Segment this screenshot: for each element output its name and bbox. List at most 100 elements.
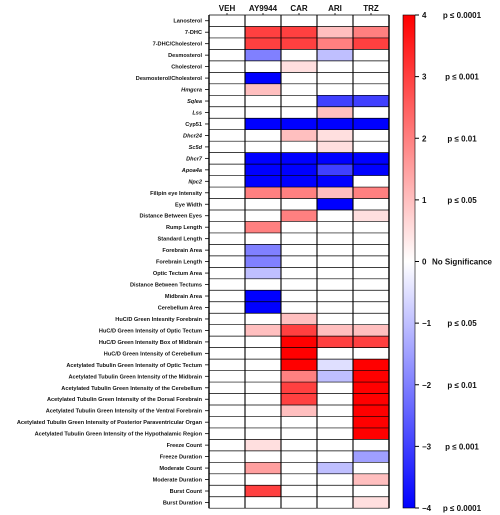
heatmap-cell — [245, 95, 281, 107]
heatmap-cell — [281, 301, 317, 314]
heatmap-cell — [209, 118, 245, 130]
row-label: Acetylated Tubulin Green Intensity of Op… — [66, 363, 202, 369]
row-label: Distance Between Tectums — [130, 283, 202, 289]
heatmap-cell — [209, 290, 245, 302]
heatmap-cell — [245, 439, 281, 451]
heatmap-cell — [245, 83, 281, 96]
heatmap-cell — [353, 382, 389, 394]
heatmap-cell — [281, 324, 317, 337]
row-label: HuC/D Green Intesnity Forebrain — [115, 317, 202, 323]
row-label: Acetylated Tubulin Green Intensity of Po… — [17, 420, 203, 426]
heatmap-cell — [353, 118, 389, 130]
heatmap-cell — [353, 439, 389, 451]
heatmap-cell — [281, 404, 317, 417]
colorbar-ticks: 4 3 2 1 0 −1 −2 −3 −4 — [402, 11, 432, 513]
heatmap-cell — [317, 450, 353, 463]
heatmap-cell — [353, 164, 389, 176]
heatmap-cell — [245, 370, 281, 383]
heatmap-cell — [317, 462, 353, 474]
heatmap-cell — [209, 416, 245, 428]
significance-label: p ≤ 0.05 — [447, 319, 477, 328]
heatmap-cell — [281, 15, 317, 27]
heatmap-cell — [281, 462, 317, 474]
heatmap-cell — [245, 244, 281, 256]
heatmap-cell — [353, 83, 389, 96]
heatmap-cell — [209, 232, 245, 245]
heatmap-cell — [317, 26, 353, 38]
heatmap-cell — [353, 26, 389, 38]
heatmap-cell — [245, 359, 281, 371]
row-label: HuC/D Green Intensity of Optic Tectum — [99, 328, 202, 334]
heatmap-cell — [353, 175, 389, 188]
heatmap-cell — [353, 209, 389, 222]
row-label: Cholesterol — [171, 65, 202, 71]
heatmap-cell — [281, 83, 317, 96]
heatmap-cell — [317, 439, 353, 451]
heatmap-cell — [209, 198, 245, 210]
heatmap-cell — [245, 290, 281, 302]
heatmap-cell — [209, 370, 245, 383]
heatmap-cell — [245, 141, 281, 153]
row-label: Acetylated Tubulin Green Intensity of th… — [61, 386, 202, 392]
heatmap-cell — [209, 106, 245, 119]
heatmap-cell — [209, 439, 245, 451]
heatmap-cell — [317, 198, 353, 210]
heatmap-cell — [281, 439, 317, 451]
heatmap-cell — [353, 324, 389, 337]
heatmap-cell — [317, 244, 353, 256]
heatmap-cell — [281, 473, 317, 486]
heatmap-cell — [245, 198, 281, 210]
heatmap-cell — [317, 359, 353, 371]
colorbar-tick-label: 2 — [422, 134, 427, 143]
colorbar-tick-label: −3 — [422, 442, 432, 451]
row-label: Acetylated Tubulin Green Intensity of th… — [35, 432, 203, 438]
row-label: Acetylated Tubulin Green Intensity of th… — [46, 409, 203, 415]
heatmap-cell — [209, 301, 245, 314]
heatmap-cell — [317, 106, 353, 119]
heatmap-cell — [353, 416, 389, 428]
row-label: Acetylated Tubulin Green Intensity of th… — [68, 374, 202, 380]
heatmap-cell — [317, 164, 353, 176]
heatmap-cell — [317, 175, 353, 188]
heatmap-cell — [353, 462, 389, 474]
row-label: HuC/D Green Intensity Box of Midbrain — [99, 340, 203, 346]
row-label: Cyp51 — [185, 122, 202, 128]
heatmap-cell — [317, 37, 353, 50]
heatmap-cell — [353, 313, 389, 325]
heatmap-cell — [353, 37, 389, 50]
significance-label: p ≤ 0.05 — [447, 196, 477, 205]
heatmap-cell — [281, 60, 317, 73]
heatmap-cell — [281, 313, 317, 325]
heatmap-cell — [281, 370, 317, 383]
heatmap-cell — [209, 485, 245, 497]
heatmap-cell — [317, 416, 353, 428]
heatmap-grid — [208, 13, 390, 509]
heatmap-cell — [209, 382, 245, 394]
heatmap-cell — [281, 427, 317, 440]
heatmap-cell — [245, 462, 281, 474]
heatmap-cell — [353, 404, 389, 417]
heatmap-cell — [353, 336, 389, 348]
row-label: Desmosterol/Cholesterol — [136, 76, 203, 82]
significance-label: p ≤ 0.01 — [447, 134, 477, 143]
colorbar-tick-label: 3 — [422, 73, 427, 82]
heatmap-cell — [281, 485, 317, 497]
heatmap-cell — [281, 393, 317, 405]
heatmap-cell — [353, 232, 389, 245]
heatmap-cell — [317, 382, 353, 394]
heatmap-cell — [209, 37, 245, 50]
heatmap-cell — [209, 164, 245, 176]
heatmap-cell — [209, 359, 245, 371]
heatmap-cell — [245, 60, 281, 73]
heatmap-cell — [317, 404, 353, 417]
heatmap-cell — [281, 267, 317, 279]
heatmap-cell — [317, 255, 353, 268]
heatmap-cell — [209, 267, 245, 279]
heatmap-cell — [353, 60, 389, 73]
heatmap-cell — [209, 129, 245, 142]
heatmap-cell — [245, 347, 281, 360]
row-label: 7-DHC — [185, 30, 202, 36]
heatmap-cell — [245, 404, 281, 417]
heatmap-cell — [245, 336, 281, 348]
